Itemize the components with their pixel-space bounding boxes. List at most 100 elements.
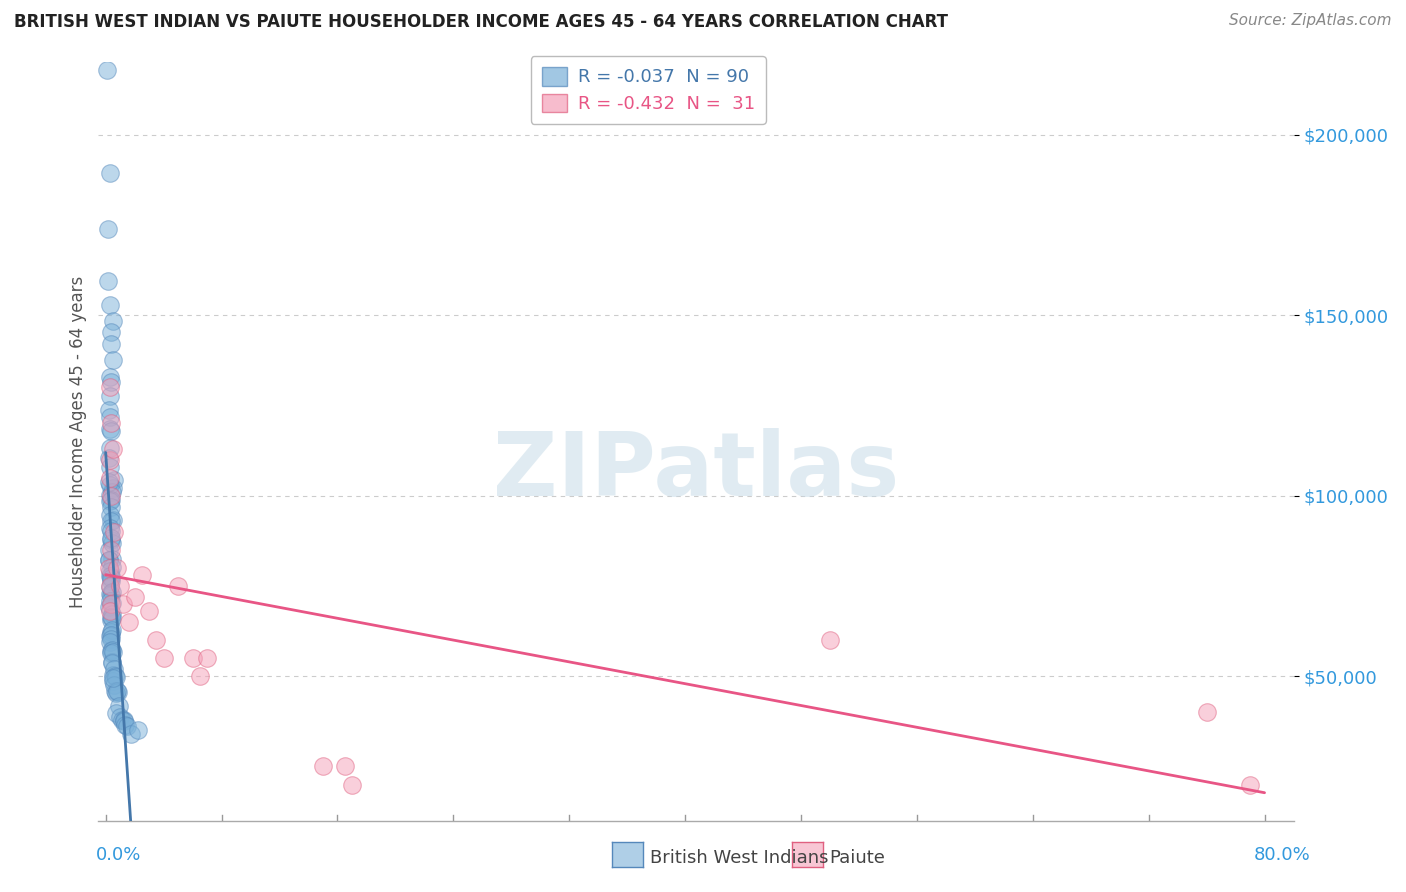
Point [100, 585, 122, 599]
Point [98, 452, 121, 467]
Point [131, 568, 153, 582]
Point [112, 714, 135, 729]
Point [107, 699, 129, 714]
Point [108, 579, 131, 593]
Point [98, 587, 121, 601]
Point [97, 402, 120, 417]
Point [195, 651, 218, 665]
Point [98, 488, 121, 502]
Point [188, 669, 211, 683]
Point [127, 723, 149, 737]
Point [98, 478, 121, 492]
Point [124, 590, 146, 604]
Legend: R = -0.037  N = 90, R = -0.432  N =  31: R = -0.037 N = 90, R = -0.432 N = 31 [530, 56, 766, 124]
Point [98, 569, 121, 583]
Point [100, 524, 122, 539]
Point [100, 425, 122, 439]
Point [97, 221, 120, 235]
Point [98, 298, 121, 312]
Point [100, 460, 122, 475]
Point [97, 600, 120, 615]
Point [101, 536, 124, 550]
Point [97, 561, 120, 575]
Point [100, 325, 122, 339]
Point [100, 628, 122, 642]
Point [100, 533, 122, 548]
Point [145, 633, 167, 648]
Text: Paiute: Paiute [830, 849, 886, 867]
Point [101, 442, 124, 456]
Point [100, 596, 122, 610]
Point [100, 560, 122, 574]
Point [101, 656, 124, 670]
Point [100, 623, 122, 637]
Point [98, 370, 121, 384]
Text: British West Indians: British West Indians [650, 849, 828, 867]
Point [100, 514, 122, 528]
Point [818, 633, 841, 648]
Point [98, 441, 121, 455]
Point [103, 352, 125, 367]
Point [101, 668, 124, 682]
Point [98, 520, 121, 534]
Point [101, 645, 124, 659]
Point [97, 274, 120, 288]
Point [98, 508, 121, 522]
Point [105, 684, 128, 698]
Point [98, 470, 121, 484]
Point [98, 553, 121, 567]
Point [100, 531, 122, 545]
Text: Source: ZipAtlas.com: Source: ZipAtlas.com [1229, 13, 1392, 29]
Point [100, 542, 122, 557]
Point [101, 513, 124, 527]
Text: ZIPatlas: ZIPatlas [494, 428, 898, 516]
Point [112, 597, 135, 611]
Point [103, 662, 125, 676]
Text: 0.0%: 0.0% [96, 846, 141, 863]
Point [104, 684, 127, 698]
Point [98, 629, 121, 643]
Point [104, 686, 127, 700]
Point [98, 389, 121, 403]
Point [100, 551, 122, 566]
Point [101, 481, 124, 495]
Point [112, 713, 135, 727]
Point [98, 165, 121, 179]
Point [101, 607, 124, 621]
Point [97, 553, 120, 567]
Point [100, 570, 122, 584]
Point [312, 759, 335, 773]
Point [152, 651, 174, 665]
Point [1195, 706, 1218, 720]
Point [100, 580, 122, 594]
Point [98, 635, 121, 649]
Point [100, 597, 122, 611]
Point [103, 678, 125, 692]
Point [103, 524, 125, 539]
Point [98, 604, 121, 618]
Text: BRITISH WEST INDIAN VS PAIUTE HOUSEHOLDER INCOME AGES 45 - 64 YEARS CORRELATION : BRITISH WEST INDIAN VS PAIUTE HOUSEHOLDE… [14, 13, 948, 31]
Text: 80.0%: 80.0% [1254, 846, 1310, 863]
Point [100, 500, 122, 514]
Point [98, 593, 121, 607]
Point [101, 655, 124, 669]
Point [98, 410, 121, 425]
Point [98, 475, 121, 490]
Point [120, 727, 142, 741]
Point [118, 615, 141, 629]
Point [114, 718, 136, 732]
Point [98, 543, 121, 558]
Point [100, 625, 122, 640]
Point [100, 417, 122, 431]
Point [100, 337, 122, 351]
Point [108, 710, 131, 724]
Point [1239, 778, 1261, 792]
Point [98, 380, 121, 394]
Point [138, 604, 160, 618]
Point [100, 613, 122, 627]
Point [167, 579, 190, 593]
Point [101, 642, 124, 657]
Point [115, 719, 138, 733]
Point [333, 759, 356, 773]
Point [101, 671, 124, 685]
